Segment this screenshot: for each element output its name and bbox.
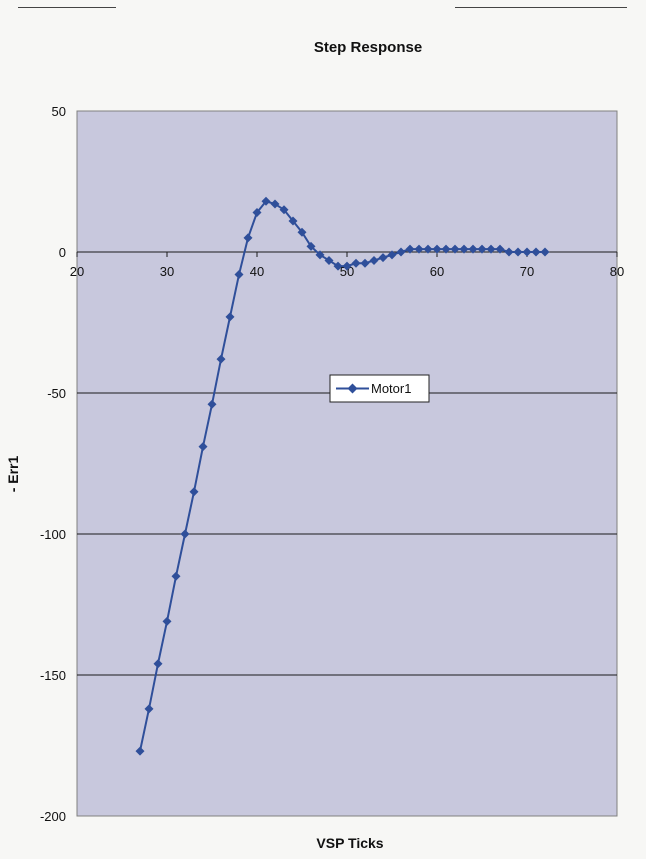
y-tick-label--150: -150	[40, 668, 66, 683]
data-point-60	[432, 244, 442, 254]
data-point-39	[243, 233, 253, 243]
data-point-36	[216, 354, 226, 364]
x-tick-label-50: 50	[340, 264, 354, 279]
data-point-31	[171, 571, 181, 581]
data-point-59	[423, 244, 433, 254]
data-point-27	[135, 746, 145, 756]
data-point-72	[540, 247, 550, 257]
data-point-63	[459, 244, 469, 254]
data-point-53	[369, 255, 379, 265]
data-point-54	[378, 253, 388, 263]
data-point-44	[288, 216, 298, 226]
y-axis-label: - Err1	[5, 456, 21, 493]
plot-area	[76, 110, 618, 817]
data-point-49	[333, 261, 343, 271]
data-point-52	[360, 258, 370, 268]
data-point-71	[531, 247, 541, 257]
series-motor1	[135, 196, 550, 756]
x-tick-labels: 20 30 40 50 60 70 80	[70, 264, 624, 279]
y-tick-label--200: -200	[40, 809, 66, 824]
data-point-32	[180, 529, 190, 539]
data-point-29	[153, 659, 163, 669]
data-point-68	[504, 247, 514, 257]
data-point-55	[387, 250, 397, 260]
x-axis-label: VSP Ticks	[316, 835, 383, 851]
data-point-66	[486, 244, 496, 254]
data-point-28	[144, 704, 154, 714]
data-point-46	[306, 241, 316, 251]
y-tick-label--100: -100	[40, 527, 66, 542]
data-point-37	[225, 312, 235, 322]
legend-label-motor1: Motor1	[371, 381, 411, 396]
data-point-69	[513, 247, 523, 257]
x-tick-label-70: 70	[520, 264, 534, 279]
data-point-41	[261, 196, 271, 206]
data-point-67	[495, 244, 505, 254]
data-point-33	[189, 487, 199, 497]
top-rule-left	[18, 7, 116, 8]
legend: Motor1	[329, 374, 430, 403]
y-tick-label--50: -50	[47, 386, 66, 401]
data-point-50	[342, 261, 352, 271]
data-point-64	[468, 244, 478, 254]
legend-diamond-marker	[347, 383, 358, 394]
data-point-70	[522, 247, 532, 257]
data-point-57	[405, 244, 415, 254]
data-point-30	[162, 616, 172, 626]
y-tick-label-0: 0	[59, 245, 66, 260]
data-point-61	[441, 244, 451, 254]
data-point-42	[270, 199, 280, 209]
data-point-43	[279, 205, 289, 215]
y-tick-labels: 50 0 -50 -100 -150 -200	[40, 104, 66, 824]
data-point-34	[198, 442, 208, 452]
data-point-40	[252, 208, 262, 218]
x-tick-label-20: 20	[70, 264, 84, 279]
data-point-58	[414, 244, 424, 254]
data-point-56	[396, 247, 406, 257]
data-point-45	[297, 227, 307, 237]
data-point-51	[351, 258, 361, 268]
data-point-38	[234, 270, 244, 280]
top-rule-right	[455, 7, 627, 8]
y-tick-label-50: 50	[52, 104, 66, 119]
data-point-65	[477, 244, 487, 254]
data-point-47	[315, 250, 325, 260]
x-tick-label-60: 60	[430, 264, 444, 279]
chart-title: Step Response	[314, 39, 422, 56]
data-point-48	[324, 255, 334, 265]
data-point-35	[207, 399, 217, 409]
data-point-62	[450, 244, 460, 254]
x-tick-label-40: 40	[250, 264, 264, 279]
x-tick-label-30: 30	[160, 264, 174, 279]
x-tick-label-80: 80	[610, 264, 624, 279]
